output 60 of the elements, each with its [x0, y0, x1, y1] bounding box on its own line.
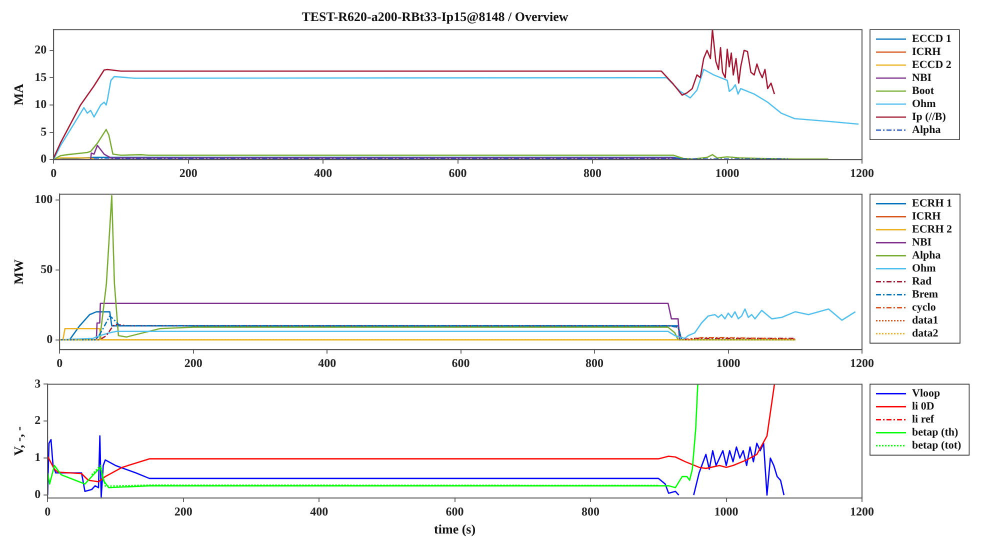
- legend-label: ECRH 2: [912, 224, 953, 236]
- legend-label: NBI: [912, 236, 932, 249]
- x-tick-label: 1200: [850, 504, 874, 518]
- legend-label: ECRH 1: [912, 198, 952, 210]
- legend-label: cyclo: [912, 302, 936, 314]
- legend-label: Ip (//B): [912, 110, 946, 123]
- y-tick-label: 1: [34, 450, 41, 464]
- y-tick-label: 0: [46, 332, 53, 346]
- y-tick-label: 10: [34, 97, 47, 112]
- legend-label: Rad: [912, 276, 932, 288]
- y-tick-label: 3: [34, 376, 41, 390]
- x-tick-label: 400: [318, 356, 336, 370]
- x-tick-label: 1000: [714, 504, 738, 518]
- y-tick-label: 2: [34, 413, 41, 428]
- x-tick-label: 1000: [715, 166, 740, 180]
- legend-label: Ohm: [912, 262, 936, 275]
- y-tick-label: 50: [40, 262, 53, 276]
- y-tick-label: 15: [34, 70, 47, 84]
- legend-label: data1: [912, 314, 938, 327]
- legend-label: NBI: [912, 72, 932, 84]
- legend-label: betap (tot): [912, 440, 962, 452]
- y-tick-label: 0: [40, 152, 47, 166]
- legend-label: ICRH: [912, 210, 942, 223]
- x-tick-label: 600: [452, 356, 470, 370]
- y-tick-label: 0: [34, 487, 41, 502]
- legend-label: ECCD 1: [912, 32, 952, 45]
- legend-label: ECCD 2: [912, 58, 952, 71]
- x-tick-label: 400: [314, 166, 332, 180]
- legend-label: betap (th): [912, 426, 958, 439]
- y-tick-label: 100: [34, 192, 53, 206]
- x-tick-label: 200: [184, 356, 202, 370]
- y-axis-title: V, -, -: [11, 426, 26, 456]
- y-axis-title: MW: [11, 259, 26, 285]
- legend-label: Alpha: [912, 250, 942, 262]
- x-tick-label: 1200: [850, 356, 874, 370]
- legend-label: Ohm: [912, 98, 936, 110]
- legend-label: Brem: [912, 288, 938, 301]
- x-tick-label: 600: [448, 166, 467, 180]
- y-axis-title: MA: [11, 83, 26, 106]
- x-axis-title: time (s): [434, 522, 476, 537]
- x-tick-label: 1000: [716, 356, 740, 370]
- legend-label: Alpha: [912, 124, 942, 136]
- x-tick-label: 200: [179, 166, 198, 180]
- x-tick-label: 800: [584, 166, 602, 180]
- x-tick-label: 1200: [850, 166, 874, 180]
- y-tick-label: 5: [40, 124, 47, 138]
- x-tick-label: 600: [446, 504, 464, 518]
- legend-label: ICRH: [912, 46, 942, 58]
- x-tick-label: 0: [56, 356, 63, 370]
- x-tick-label: 800: [582, 504, 600, 518]
- x-tick-label: 800: [586, 356, 604, 370]
- legend-label: li ref: [912, 414, 934, 426]
- legend-label: Vloop: [912, 388, 940, 400]
- chart-title: TEST-R620-a200-RBt33-Ip15@8148 / Overview: [302, 9, 569, 24]
- y-tick-label: 20: [34, 42, 47, 56]
- legend-label: data2: [912, 328, 939, 340]
- legend-label: Boot: [912, 84, 934, 97]
- x-tick-label: 400: [310, 504, 328, 518]
- x-tick-label: 200: [174, 504, 192, 518]
- legend-label: li 0D: [912, 400, 934, 413]
